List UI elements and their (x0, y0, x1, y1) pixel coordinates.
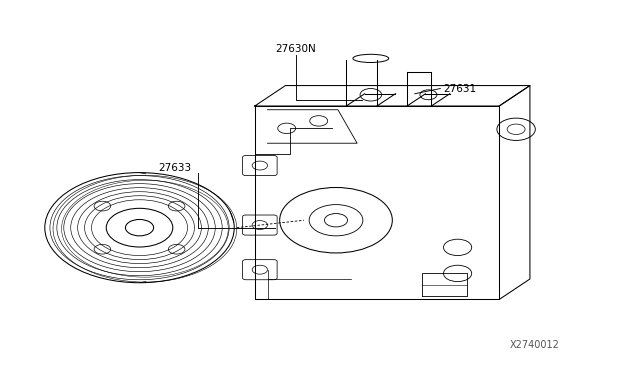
Text: 27630N: 27630N (275, 44, 316, 54)
Text: X2740012: X2740012 (510, 340, 560, 350)
Text: 27631: 27631 (444, 84, 477, 93)
Text: 27633: 27633 (159, 163, 192, 173)
